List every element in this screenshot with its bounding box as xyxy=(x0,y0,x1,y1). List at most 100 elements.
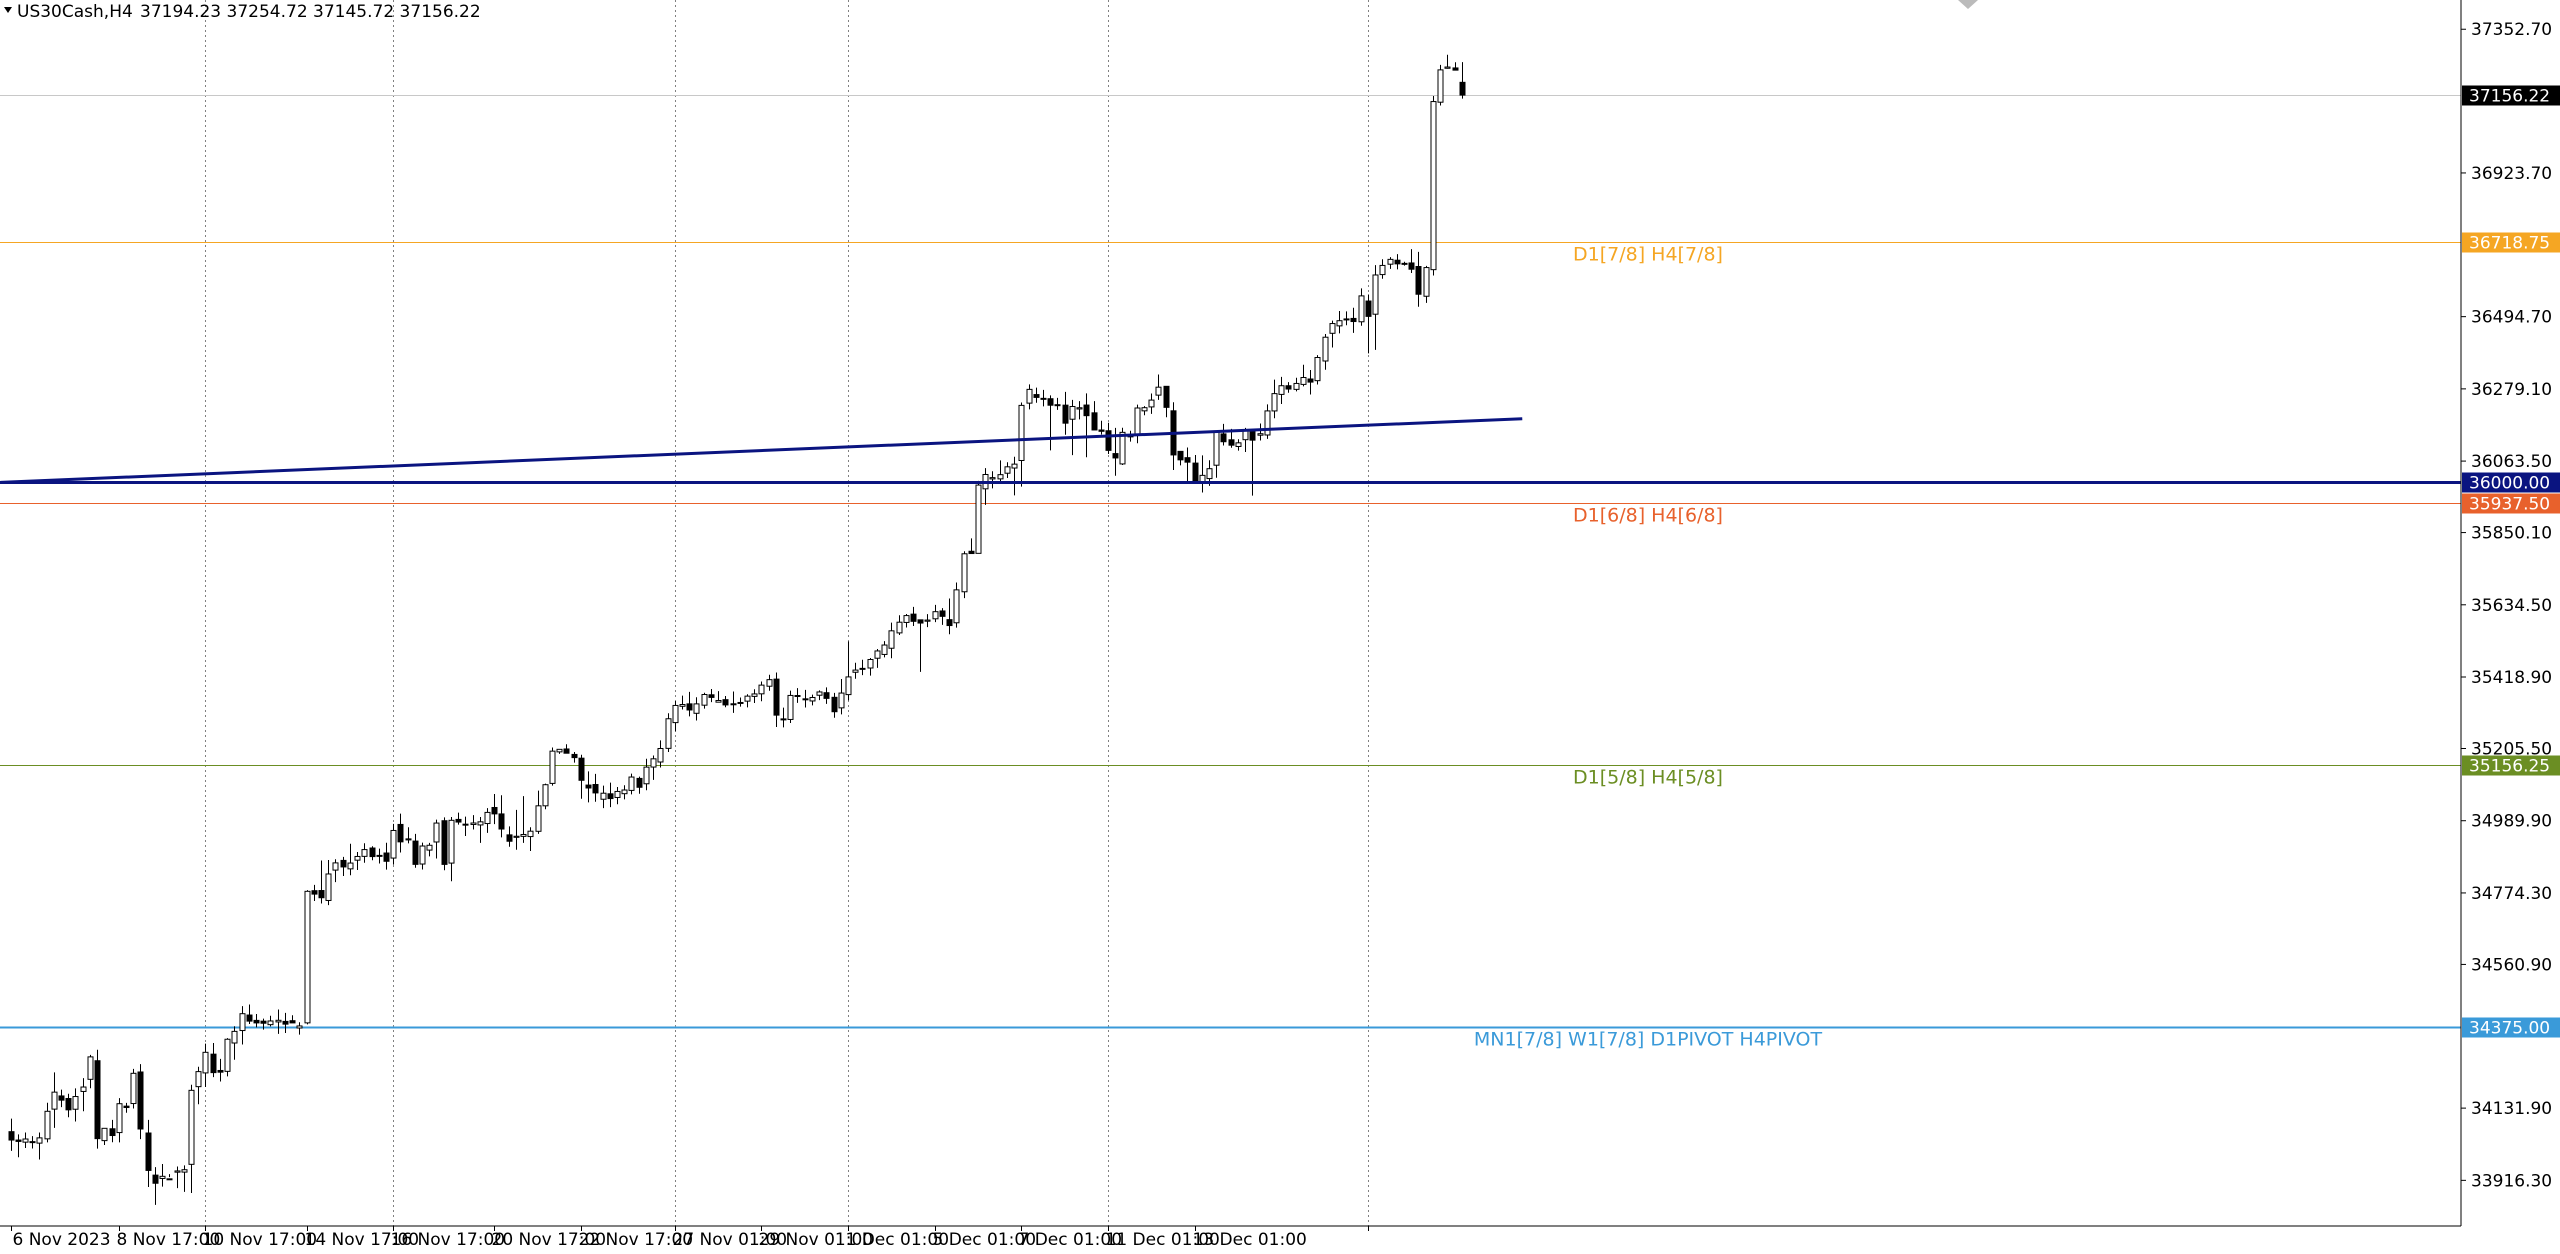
candle xyxy=(1285,382,1292,393)
candle-body xyxy=(708,694,715,698)
candle xyxy=(15,1134,22,1158)
y-tick-label: 33916.30 xyxy=(2471,1171,2552,1191)
candle xyxy=(412,833,419,868)
candle-body xyxy=(592,784,599,794)
candle-body xyxy=(932,611,939,620)
candle xyxy=(282,1012,289,1034)
candle-body xyxy=(989,477,996,480)
candle-body xyxy=(1134,407,1141,435)
candle xyxy=(1365,294,1372,354)
candle-body xyxy=(816,691,823,696)
candle-body xyxy=(347,862,354,870)
candle-body xyxy=(968,550,975,555)
candle xyxy=(766,674,773,691)
candle xyxy=(1004,462,1011,478)
candle xyxy=(932,604,939,623)
candle xyxy=(722,695,729,708)
candle-body xyxy=(123,1105,130,1109)
candle xyxy=(975,480,982,554)
candle-body xyxy=(325,873,332,901)
candle xyxy=(1408,249,1415,274)
candle-body xyxy=(397,823,404,843)
candle xyxy=(260,1018,267,1030)
candle xyxy=(1083,393,1090,458)
candle-body xyxy=(867,658,874,669)
candle-body xyxy=(22,1138,29,1143)
candle xyxy=(44,1102,51,1143)
candle-body xyxy=(1257,433,1264,436)
candle-body xyxy=(794,695,801,698)
x-tick-label: 14 Nov 17:00 xyxy=(305,1230,420,1250)
candle xyxy=(1047,395,1054,451)
candle-body xyxy=(498,813,505,830)
candle-body xyxy=(997,474,1004,480)
ohlc-readout: 37194.23 37254.72 37145.72 37156.22 xyxy=(140,2,481,22)
candle xyxy=(1300,364,1307,387)
candle xyxy=(1026,384,1033,410)
candle-body xyxy=(361,849,368,857)
candle xyxy=(8,1118,15,1151)
candle xyxy=(188,1084,195,1193)
candle xyxy=(888,622,895,659)
candle xyxy=(852,662,859,679)
level-label: MN1[7/8] W1[7/8] D1PIVOT H4PIVOT xyxy=(1474,1029,1823,1051)
candle xyxy=(527,827,534,851)
candle xyxy=(585,771,592,803)
x-tick-label: 11 Dec 01:00 xyxy=(1106,1230,1220,1250)
candle-body xyxy=(1437,69,1444,103)
candle-body xyxy=(730,703,737,706)
candle-body xyxy=(1307,378,1314,383)
candle-body xyxy=(101,1127,108,1142)
candle-body xyxy=(1163,385,1170,408)
level-price-tag-label: 36718.75 xyxy=(2469,234,2550,254)
candle-body xyxy=(896,621,903,634)
candle xyxy=(29,1136,36,1149)
candle-body xyxy=(1155,386,1162,396)
candle xyxy=(1314,355,1321,385)
candle xyxy=(137,1064,144,1140)
candle-body xyxy=(1076,407,1083,410)
y-tick-label: 36494.70 xyxy=(2471,308,2552,328)
y-tick-label: 37352.70 xyxy=(2471,20,2552,40)
candle-body xyxy=(145,1132,152,1171)
candle-body xyxy=(1249,429,1256,441)
candle-body xyxy=(556,748,563,753)
candle xyxy=(686,691,693,717)
candle xyxy=(693,697,700,721)
candle-body xyxy=(289,1020,296,1024)
candle-body xyxy=(72,1096,79,1110)
candle xyxy=(903,613,910,628)
candle-body xyxy=(513,835,520,838)
candle xyxy=(1322,334,1329,370)
trend-line[interactable] xyxy=(0,417,1523,484)
candle-body xyxy=(679,704,686,707)
candle xyxy=(159,1163,166,1187)
candle xyxy=(441,817,448,871)
candle xyxy=(1278,376,1285,404)
candle xyxy=(405,827,412,844)
candle xyxy=(1329,320,1336,348)
candle xyxy=(390,823,397,865)
candle xyxy=(896,615,903,635)
candle xyxy=(520,796,527,843)
level-price-tag xyxy=(2462,493,2560,514)
candle-body xyxy=(1350,317,1357,323)
candle xyxy=(708,689,715,703)
candle-body xyxy=(643,766,650,785)
candle xyxy=(1220,423,1227,446)
candle-body xyxy=(693,703,700,714)
scroll-marker-icon[interactable] xyxy=(1958,0,1978,9)
candle xyxy=(433,819,440,859)
symbol-dropdown-icon[interactable] xyxy=(4,7,12,13)
candle-body xyxy=(859,667,866,670)
candle-body xyxy=(448,819,455,864)
y-tick-label: 34560.90 xyxy=(2471,955,2552,975)
candle xyxy=(376,848,383,864)
x-tick-label: 5 Dec 01:00 xyxy=(933,1230,1037,1250)
candle xyxy=(650,755,657,780)
candle-body xyxy=(1105,430,1112,451)
horizontal-line-price-tag xyxy=(2462,472,2560,493)
candle-body xyxy=(383,852,390,862)
